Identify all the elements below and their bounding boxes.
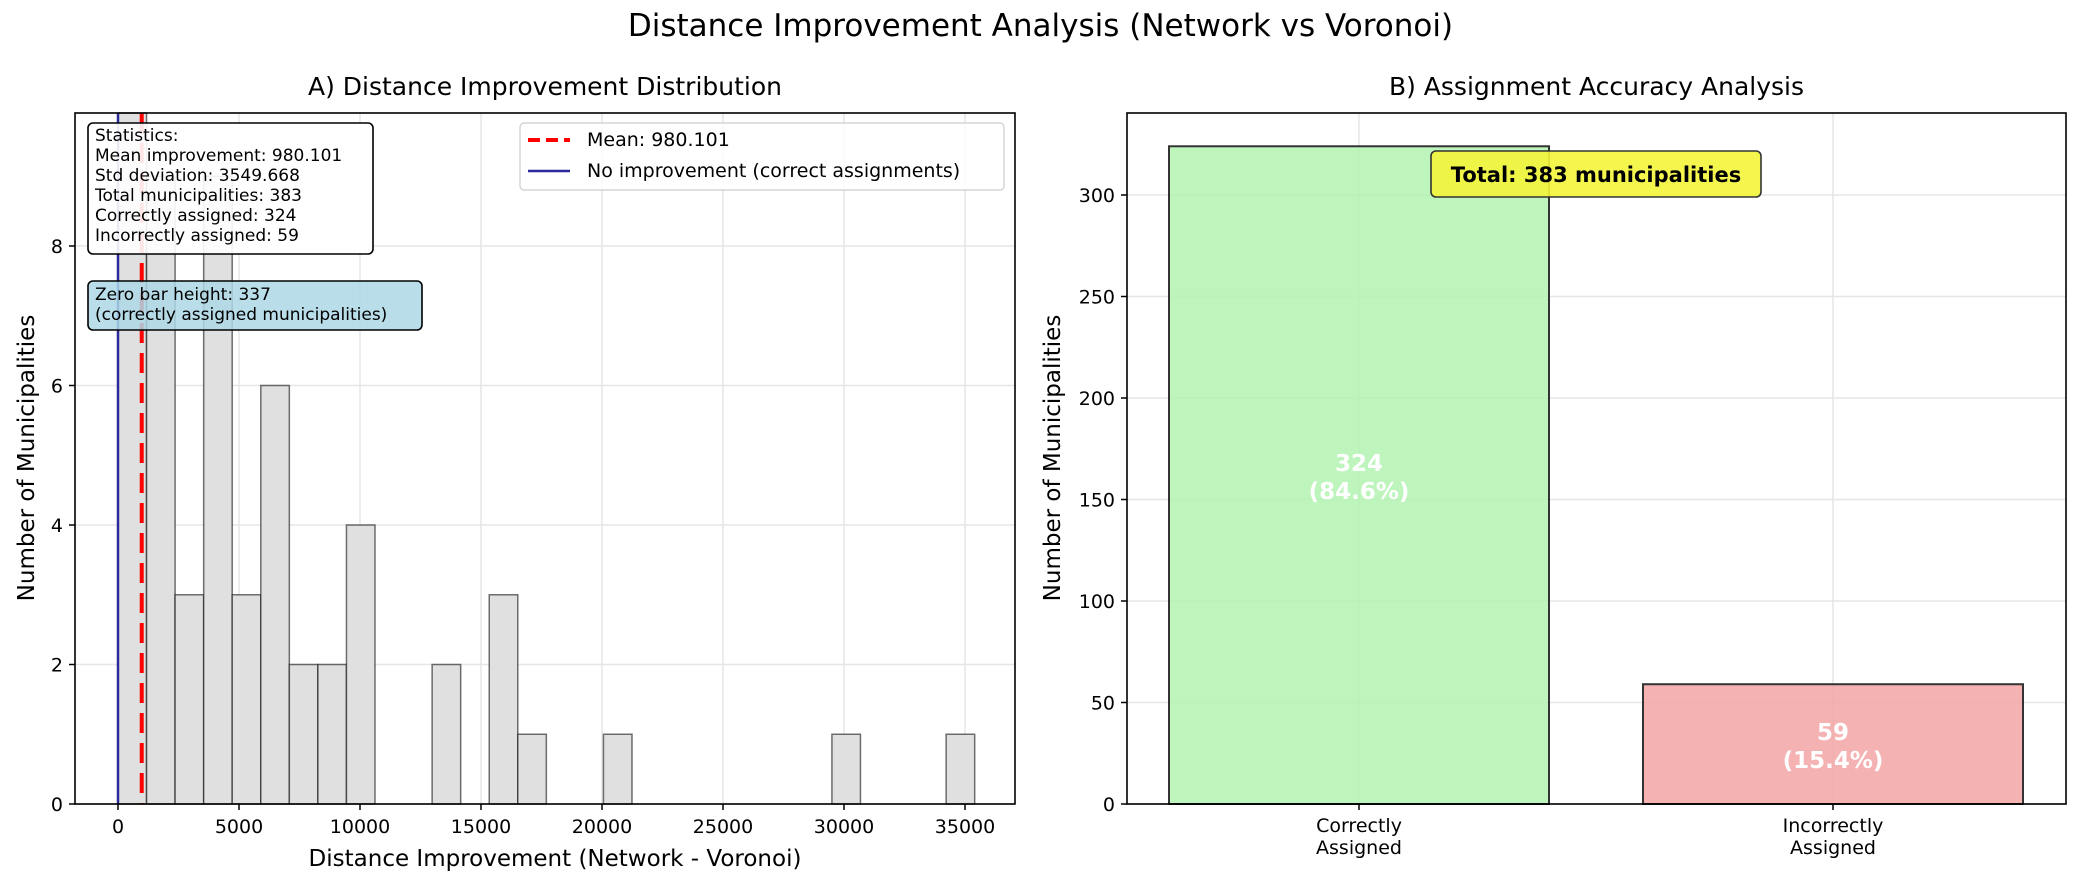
bar-value-label: 324 xyxy=(1335,451,1383,477)
histogram-bar xyxy=(431,663,462,805)
histogram-bar xyxy=(231,594,262,805)
bar-value-label: 59 xyxy=(1817,720,1849,746)
x-tick-label: 0 xyxy=(112,816,124,838)
histogram-x-label: Distance Improvement (Network - Voronoi) xyxy=(309,846,802,872)
legend-no-improvement-label: No improvement (correct assignments) xyxy=(587,160,960,182)
statistics-line: Total municipalities: 383 xyxy=(94,186,302,206)
x-tick-label: 35000 xyxy=(935,816,995,838)
histogram-y-label: Number of Municipalities xyxy=(14,315,40,602)
category-label: Incorrectly xyxy=(1783,815,1884,837)
figure-title: Distance Improvement Analysis (Network v… xyxy=(627,8,1454,44)
y-tick-label: 6 xyxy=(51,376,63,398)
category-label: Assigned xyxy=(1790,837,1876,859)
bar-chart-axis-ticks: 050100150200250300CorrectlyAssignedIncor… xyxy=(1079,185,1884,859)
histogram-title: A) Distance Improvement Distribution xyxy=(307,72,783,101)
bar-value-label: (84.6%) xyxy=(1309,479,1410,505)
histogram-bar xyxy=(945,733,976,805)
category-label: Assigned xyxy=(1316,837,1402,859)
legend-mean-label: Mean: 980.101 xyxy=(587,129,730,151)
histogram-legend: Mean: 980.101 No improvement (correct as… xyxy=(519,122,1005,191)
y-tick-label: 100 xyxy=(1079,591,1115,613)
x-tick-label: 5000 xyxy=(215,816,263,838)
histogram-bar xyxy=(202,175,233,805)
y-tick-label: 50 xyxy=(1091,693,1115,715)
y-tick-label: 200 xyxy=(1079,388,1115,410)
x-tick-label: 15000 xyxy=(451,816,511,838)
total-annotation: Total: 383 municipalities xyxy=(1430,150,1762,198)
histogram-bar xyxy=(317,663,348,805)
statistics-line: Incorrectly assigned: 59 xyxy=(95,226,299,246)
x-tick-label: 30000 xyxy=(814,816,874,838)
histogram-frame xyxy=(74,112,1016,805)
histogram-bar xyxy=(345,524,376,805)
histogram-bar xyxy=(602,733,633,805)
accuracy-bar xyxy=(1642,683,2024,805)
statistics-line: Correctly assigned: 324 xyxy=(95,206,297,226)
histogram-bar xyxy=(517,733,548,805)
bar-chart-frame xyxy=(1126,112,2067,805)
statistics-line: Mean improvement: 980.101 xyxy=(95,146,342,166)
y-tick-label: 0 xyxy=(1103,794,1115,816)
y-tick-label: 8 xyxy=(51,236,63,258)
bar-chart-bars: 324(84.6%) 59(15.4%) xyxy=(1168,145,2024,805)
bar-chart-title: B) Assignment Accuracy Analysis xyxy=(1388,72,1805,101)
y-tick-label: 0 xyxy=(51,794,63,816)
statistics-line: Std deviation: 3549.668 xyxy=(95,166,300,186)
y-tick-label: 300 xyxy=(1079,185,1115,207)
y-tick-label: 250 xyxy=(1079,287,1115,309)
histogram-bar xyxy=(831,733,862,805)
x-tick-label: 25000 xyxy=(693,816,753,838)
zero-bar-line: Zero bar height: 337 xyxy=(95,285,271,305)
histogram-bar xyxy=(488,594,519,805)
x-tick-label: 20000 xyxy=(572,816,632,838)
histogram-bar xyxy=(145,175,176,805)
bar-chart-y-label: Number of Municipalities xyxy=(1040,315,1066,602)
histogram-bar xyxy=(260,384,291,805)
category-label: Correctly xyxy=(1316,815,1402,837)
histogram-bar xyxy=(174,594,205,805)
y-tick-label: 4 xyxy=(51,515,63,537)
total-annotation-text: Total: 383 municipalities xyxy=(1451,163,1741,187)
x-tick-label: 10000 xyxy=(330,816,390,838)
histogram-axis-ticks: 0 5000 10000 15000 20000 25000 30000 35000 0 2 4 6 8 xyxy=(51,236,995,838)
y-tick-label: 2 xyxy=(51,655,63,677)
zero-bar-annotation: Zero bar height: 337(correctly assigned … xyxy=(87,280,423,331)
statistics-line: Statistics: xyxy=(95,126,178,146)
histogram-bar xyxy=(288,663,319,805)
bar-value-label: (15.4%) xyxy=(1783,748,1884,774)
y-tick-label: 150 xyxy=(1079,490,1115,512)
zero-bar-line: (correctly assigned municipalities) xyxy=(95,305,387,325)
statistics-box: Statistics:Mean improvement: 980.101Std … xyxy=(87,122,374,255)
